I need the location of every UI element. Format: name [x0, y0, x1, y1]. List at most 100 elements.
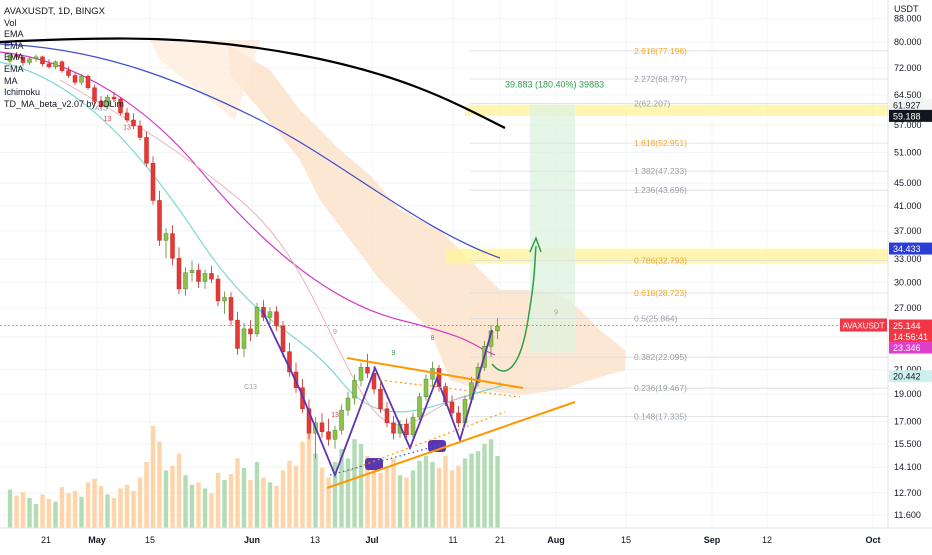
volume-bar: [40, 494, 45, 528]
symbol-title[interactable]: AVAXUSDT, 1D, BINGX: [4, 6, 106, 17]
candle-body[interactable]: [72, 75, 78, 83]
candle-body[interactable]: [183, 272, 188, 290]
legend-item-ma[interactable]: MA: [4, 75, 18, 86]
candle-body[interactable]: [391, 422, 396, 434]
volume-bar: [144, 462, 149, 528]
candle-body[interactable]: [150, 162, 156, 201]
candle-body[interactable]: [111, 96, 117, 100]
legend-item-td-ma[interactable]: TD_MA_beta_v2.07 by JDLim: [4, 98, 125, 109]
candle-body[interactable]: [423, 378, 429, 397]
candle-body[interactable]: [241, 328, 247, 349]
volume-bar: [53, 501, 58, 528]
candle-body[interactable]: [124, 112, 130, 121]
volume-bar: [378, 472, 383, 528]
volume-bar: [475, 451, 481, 528]
candle-body[interactable]: [137, 125, 143, 138]
volume-bar: [131, 490, 136, 528]
candle-body[interactable]: [267, 311, 273, 318]
volume-bar: [456, 465, 461, 528]
candle-body[interactable]: [358, 367, 364, 381]
volume-bar: [189, 484, 195, 528]
candle-body[interactable]: [209, 273, 214, 280]
volume-bar: [157, 441, 162, 528]
candle-body[interactable]: [202, 273, 208, 282]
candle-body[interactable]: [345, 397, 351, 411]
candle-body[interactable]: [456, 412, 461, 424]
ema-magenta-line: [0, 51, 496, 356]
candle-body[interactable]: [248, 328, 253, 335]
candle-body[interactable]: [27, 58, 32, 63]
legend-item-ema-4[interactable]: EMA: [4, 63, 24, 74]
candle-body[interactable]: [105, 96, 110, 107]
volume-bar: [280, 470, 286, 528]
candle-body[interactable]: [378, 388, 383, 410]
td-count-label: 9: [554, 310, 558, 317]
legend-item-ema-3[interactable]: EMA: [4, 52, 24, 63]
candle-body[interactable]: [46, 63, 52, 68]
candle-body[interactable]: [352, 380, 357, 399]
pattern-marker-1: [365, 458, 383, 470]
candle-body[interactable]: [215, 278, 221, 302]
price-tick-label: 80.000: [894, 37, 922, 47]
candle-body[interactable]: [85, 75, 91, 88]
candle-body[interactable]: [189, 270, 195, 273]
legend-item-ema-2[interactable]: EMA: [4, 40, 24, 51]
candle-body[interactable]: [170, 233, 175, 259]
candle-body[interactable]: [144, 137, 149, 164]
time-tick-label: Jul: [365, 535, 378, 545]
price-tick-label: 14.100: [894, 462, 922, 472]
candle-body[interactable]: [7, 55, 13, 62]
volume-bar: [326, 477, 331, 528]
candle-body[interactable]: [98, 101, 104, 107]
candle-body[interactable]: [319, 422, 325, 432]
time-tick-label: Oct: [865, 535, 880, 545]
support-dotted-line: [329, 444, 441, 476]
legend-item-ema-1[interactable]: EMA: [4, 29, 24, 40]
candle-body[interactable]: [339, 409, 344, 431]
candle-body[interactable]: [495, 325, 500, 332]
candle-body[interactable]: [222, 297, 227, 302]
candle-body[interactable]: [40, 56, 45, 65]
candle-body[interactable]: [449, 401, 455, 414]
candle-body[interactable]: [59, 61, 65, 71]
volume-bar: [235, 458, 240, 528]
candle-body[interactable]: [274, 311, 279, 327]
candle-body[interactable]: [33, 56, 39, 60]
volume-bar: [462, 458, 468, 528]
candle-body[interactable]: [228, 297, 234, 321]
candle-body[interactable]: [365, 367, 370, 374]
candle-body[interactable]: [157, 200, 162, 241]
candle-body[interactable]: [326, 431, 331, 440]
volume-bar: [111, 498, 117, 528]
candle-body[interactable]: [176, 257, 182, 290]
legend-item-ichimoku[interactable]: Ichimoku: [4, 87, 41, 98]
candle-body[interactable]: [235, 319, 240, 349]
candle-body[interactable]: [384, 408, 390, 424]
td-count-label: C13: [244, 384, 257, 391]
candle-body[interactable]: [53, 61, 58, 68]
candle-body[interactable]: [254, 306, 260, 335]
candle-body[interactable]: [20, 56, 26, 63]
candle-body[interactable]: [404, 424, 409, 435]
time-tick-label: May: [88, 535, 106, 545]
candle-body[interactable]: [118, 98, 123, 114]
price-tick-label: 88.000: [894, 14, 922, 24]
volume-bar: [98, 486, 104, 528]
candle-body[interactable]: [306, 408, 312, 434]
candle-body[interactable]: [280, 325, 286, 352]
triangle-inner-upper-dotted: [379, 379, 521, 398]
candle-body[interactable]: [332, 429, 338, 440]
candle-body[interactable]: [92, 87, 97, 102]
candle-body[interactable]: [417, 396, 422, 418]
candle-body[interactable]: [196, 270, 201, 282]
candle-body[interactable]: [163, 233, 169, 241]
candle-body[interactable]: [14, 55, 19, 58]
candle-body[interactable]: [66, 70, 71, 76]
candle-body[interactable]: [131, 119, 136, 127]
candle-body[interactable]: [79, 75, 84, 83]
price-tick-label: 27.000: [894, 303, 922, 313]
candle-body[interactable]: [410, 416, 416, 435]
legend-item-vol[interactable]: Vol: [4, 17, 17, 28]
